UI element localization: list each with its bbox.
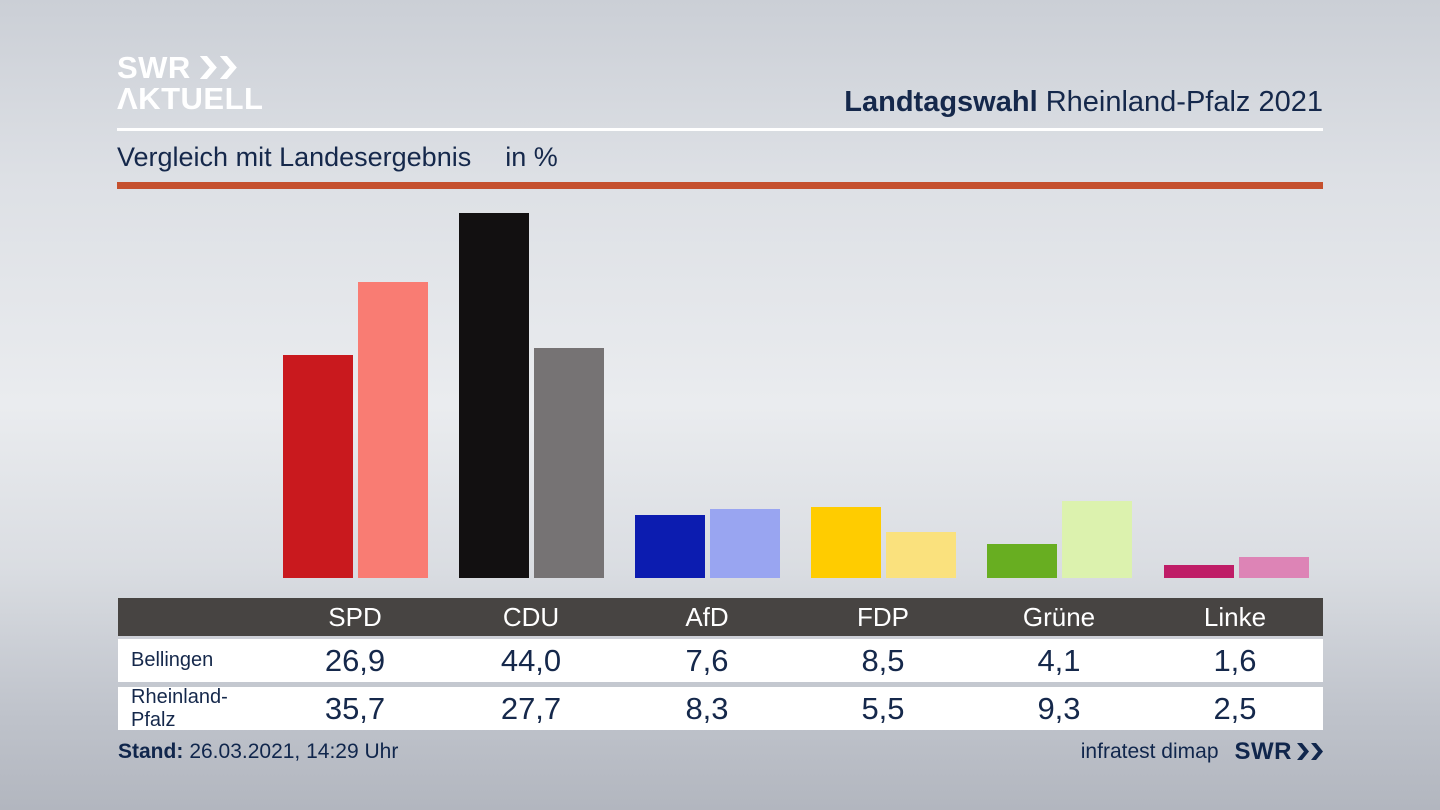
bar-FDP-Bellingen xyxy=(811,507,882,578)
subtitle-unit: in % xyxy=(505,142,558,172)
bar-FDP-Rheinland-Pfalz xyxy=(886,532,957,578)
swr-aktuell-logo: SWR ΛKTUELL xyxy=(117,52,263,114)
page-title: Landtagswahl Rheinland-Pfalz 2021 xyxy=(844,86,1323,119)
logo-line1: SWR xyxy=(117,52,263,83)
column-header-SPD: SPD xyxy=(328,601,382,632)
table-cell-CDU-Bellingen: 44,0 xyxy=(500,642,562,678)
title-region-year: Rheinland-Pfalz 2021 xyxy=(1037,86,1323,118)
bar-Grüne-Bellingen xyxy=(987,544,1058,578)
bar-SPD-Bellingen xyxy=(282,355,353,578)
table-cell-SPD-Rheinland-Pfalz: 35,7 xyxy=(324,690,386,726)
table-cell-Grüne-Rheinland-Pfalz: 9,3 xyxy=(1037,690,1081,726)
logo-line2: ΛKTUELL xyxy=(117,81,264,116)
table-cell-AfD-Rheinland-Pfalz: 8,3 xyxy=(685,690,729,726)
bar-AfD-Bellingen xyxy=(634,515,705,578)
bar-CDU-Rheinland-Pfalz xyxy=(533,348,604,578)
table-cell-AfD-Bellingen: 7,6 xyxy=(685,642,729,678)
timestamp-value: 26.03.2021, 14:29 Uhr xyxy=(189,740,399,763)
credits: infratest dimap SWR xyxy=(1081,738,1323,766)
bar-CDU-Bellingen xyxy=(458,213,529,578)
chart-subtitle: Vergleich mit Landesergebnis in % xyxy=(117,142,558,173)
column-header-FDP: FDP xyxy=(857,601,909,632)
table-cell-SPD-Bellingen: 26,9 xyxy=(324,642,386,678)
chevron-right-icon xyxy=(1297,743,1309,760)
table-row-rheinland-pfalz: Rheinland-Pfalz 35,7 27,7 8,3 5,5 9,3 2,5 xyxy=(118,685,1323,731)
table-cell-CDU-Rheinland-Pfalz: 27,7 xyxy=(500,690,562,726)
column-header-Linke: Linke xyxy=(1203,601,1267,632)
chevron-right-icon xyxy=(1311,743,1323,760)
table-row-bellingen: Bellingen 26,9 44,0 7,6 8,5 4,1 1,6 xyxy=(118,639,1323,682)
title-election: Landtagswahl xyxy=(844,86,1038,118)
row-label: Bellingen xyxy=(131,649,214,671)
swr-logo: SWR xyxy=(1235,738,1323,766)
table-cell-Grüne-Bellingen: 4,1 xyxy=(1037,642,1081,678)
table-cell-FDP-Rheinland-Pfalz: 5,5 xyxy=(861,690,905,726)
bar-Grüne-Rheinland-Pfalz xyxy=(1062,501,1133,578)
accent-divider xyxy=(117,182,1323,189)
bar-Linke-Bellingen xyxy=(1163,565,1234,578)
column-header-AfD: AfD xyxy=(685,601,729,632)
subtitle-text: Vergleich mit Landesergebnis xyxy=(117,142,472,172)
row-label: Rheinland-Pfalz xyxy=(131,685,228,731)
table-cell-Linke-Rheinland-Pfalz: 2,5 xyxy=(1213,690,1257,726)
bar-SPD-Rheinland-Pfalz xyxy=(357,282,428,578)
timestamp: Stand: 26.03.2021, 14:29 Uhr xyxy=(118,740,398,764)
header-divider xyxy=(117,128,1323,131)
column-header-CDU: CDU xyxy=(502,601,560,632)
table-header: SPD CDU AfD FDP Grüne Linke xyxy=(118,598,1323,636)
table-cell-Linke-Bellingen: 1,6 xyxy=(1213,642,1257,678)
bar-Linke-Rheinland-Pfalz xyxy=(1238,557,1309,578)
table-cell-FDP-Bellingen: 8,5 xyxy=(861,642,905,678)
column-header-Grüne: Grüne xyxy=(1022,601,1096,632)
bar-AfD-Rheinland-Pfalz xyxy=(709,509,780,578)
timestamp-label: Stand: xyxy=(118,740,184,763)
source-label: infratest dimap xyxy=(1080,740,1219,763)
